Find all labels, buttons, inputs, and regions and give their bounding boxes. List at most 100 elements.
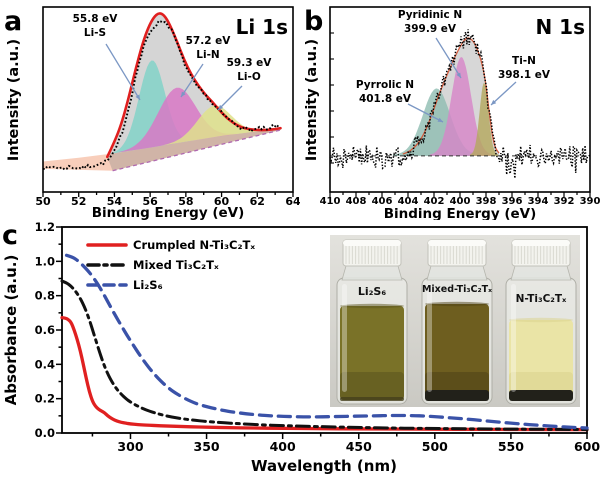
- peak-annotation-li-o: 59.3 eV Li-O: [227, 57, 273, 83]
- panel-b-xaxis-title: Binding Energy (eV): [384, 206, 537, 220]
- y-axis: 0.0 0.2 0.4 0.6 0.8 1.0 1.2: [35, 220, 62, 440]
- series-curve-1: [60, 315, 589, 432]
- fitted-peak-li-o: [160, 105, 269, 146]
- vial-2: Mixed-Ti₃C₂Tₓ: [421, 239, 493, 405]
- svg-text:58: 58: [178, 195, 193, 208]
- panel-c-letter: c: [2, 220, 18, 251]
- peak-annotation-li-s: 55.8 eV Li-S: [73, 13, 119, 39]
- panel-a-yaxis-title: Intensity (a.u.): [6, 39, 22, 161]
- svg-text:0.8: 0.8: [35, 289, 55, 303]
- svg-text:50: 50: [35, 195, 51, 208]
- svg-text:300: 300: [117, 439, 143, 454]
- vial-label: N-Ti₃C₂Tₓ: [516, 293, 567, 305]
- annotation-li-o-label: Li-O: [237, 71, 261, 83]
- raw-data-dots: [42, 19, 280, 171]
- x-axis: 50 52 54 56 58 60 62 64: [35, 192, 300, 208]
- peak-annotation-pyrrolic: Pyrrolic N 401.8 eV: [356, 79, 414, 105]
- series-curve-3: [64, 253, 589, 430]
- svg-text:550: 550: [498, 439, 524, 454]
- panel-c-xaxis-title: Wavelength (nm): [251, 457, 397, 475]
- panel-a-chart: 50 52 54 56 58 60 62 64 a Li 1s Binding Energy …: [4, 6, 300, 220]
- annotation-pyrrolic-ev: 401.8 eV: [359, 93, 412, 105]
- legend-label-1: Crumpled N-Ti₃C₂Tₓ: [133, 238, 255, 252]
- svg-text:396: 396: [502, 196, 523, 207]
- peak-annotation-ti-n: Ti-N 398.1 eV: [498, 55, 551, 81]
- svg-text:0.0: 0.0: [35, 426, 55, 440]
- svg-text:450: 450: [346, 439, 372, 454]
- baseline-curve: [112, 129, 281, 172]
- svg-text:404: 404: [398, 196, 419, 207]
- vial-label: Li₂S₆: [358, 285, 387, 298]
- svg-text:394: 394: [528, 196, 549, 207]
- annotation-arrows: [407, 37, 517, 123]
- vial-3: N-Ti₃C₂Tₓ: [505, 239, 577, 405]
- svg-text:52: 52: [71, 195, 86, 208]
- svg-text:410: 410: [320, 196, 341, 207]
- annotation-pyrrolic-label: Pyrrolic N: [356, 79, 414, 91]
- annotation-ti-n-label: Ti-N: [512, 55, 536, 67]
- panel-c-plot-area: 300 350 400 450 500 550 600 0.0 0.2 0.4 0.6 0.8 1.0 1…: [35, 220, 600, 454]
- panel-b-plot-area: 410 408 406 404 402 400 398 396 394 392 390: [320, 6, 600, 207]
- series-curve-2: [60, 279, 589, 432]
- svg-text:600: 600: [574, 439, 600, 454]
- svg-text:0.6: 0.6: [35, 323, 55, 337]
- svg-text:392: 392: [554, 196, 575, 207]
- svg-text:1.0: 1.0: [35, 254, 55, 268]
- annotation-li-n-label: Li-N: [196, 49, 219, 61]
- svg-text:398: 398: [476, 196, 497, 207]
- panel-b-title: N 1s: [535, 15, 585, 39]
- svg-text:1.2: 1.2: [35, 220, 55, 234]
- panel-c-chart: 300 350 400 450 500 550 600 0.0 0.2 0.4 0.6 0.8 1.0 1…: [2, 220, 600, 475]
- panel-b-letter: b: [304, 6, 323, 37]
- x-axis: 300 350 400 450 500 550 600: [91, 433, 600, 454]
- panel-b-yaxis-title: Intensity (a.u.): [304, 39, 320, 161]
- annotation-pyridinic-label: Pyridinic N: [398, 9, 462, 21]
- svg-text:390: 390: [580, 196, 600, 207]
- annotation-arrows: [105, 43, 243, 111]
- peak-annotation-li-n: 57.2 eV Li-N: [186, 35, 232, 61]
- svg-text:0.4: 0.4: [35, 357, 55, 371]
- svg-text:400: 400: [450, 196, 471, 207]
- svg-text:408: 408: [346, 196, 367, 207]
- annotation-ti-n-ev: 398.1 eV: [498, 69, 551, 81]
- vial-1: Li₂S₆: [336, 239, 408, 405]
- fitted-peak-ti-n: [469, 82, 499, 156]
- vial-cap: [511, 239, 571, 267]
- annotation-li-n-ev: 57.2 eV: [186, 35, 232, 47]
- peak-annotation-pyridinic: Pyridinic N 399.9 eV: [398, 9, 462, 35]
- x-axis: 410 408 406 404 402 400 398 396 394 392 390: [320, 192, 600, 207]
- svg-text:64: 64: [285, 195, 300, 208]
- panel-a-title: Li 1s: [236, 15, 288, 39]
- svg-text:350: 350: [194, 439, 220, 454]
- vial-cap: [427, 239, 487, 267]
- vial-photo-inset: Li₂S₆ Mixed-Ti₃C₂Tₓ N-Ti₃C₂Tₓ: [330, 235, 580, 407]
- vial-cap: [342, 239, 402, 267]
- svg-text:62: 62: [250, 195, 265, 208]
- annotation-li-s-label: Li-S: [84, 27, 106, 39]
- fitted-peak-pyridinic-n: [430, 57, 493, 156]
- svg-text:56: 56: [142, 195, 158, 208]
- svg-text:406: 406: [372, 196, 393, 207]
- legend-label-2: Mixed Ti₃C₂Tₓ: [133, 258, 219, 272]
- svg-text:500: 500: [422, 439, 448, 454]
- svg-text:54: 54: [107, 195, 123, 208]
- panel-a-xaxis-title: Binding Energy (eV): [92, 205, 245, 220]
- legend: Crumpled N-Ti₃C₂Tₓ Mixed Ti₃C₂Tₓ Li₂S₆: [86, 238, 255, 292]
- svg-text:400: 400: [270, 439, 296, 454]
- panel-a-plot-area: 50 52 54 56 58 60 62 64: [35, 6, 300, 208]
- svg-text:0.2: 0.2: [35, 392, 55, 406]
- annotation-li-o-ev: 59.3 eV: [227, 57, 273, 69]
- annotation-pyridinic-ev: 399.9 eV: [404, 23, 457, 35]
- background-fill: [43, 128, 281, 171]
- raw-data-dots: [329, 29, 591, 179]
- panel-c-yaxis-title: Absorbance (a.u.): [2, 255, 20, 406]
- annotation-li-s-ev: 55.8 eV: [73, 13, 119, 25]
- panel-a-letter: a: [4, 6, 22, 37]
- legend-label-3: Li₂S₆: [133, 278, 163, 292]
- svg-text:402: 402: [424, 196, 445, 207]
- vial-label: Mixed-Ti₃C₂Tₓ: [422, 284, 492, 295]
- panel-b-chart: 410 408 406 404 402 400 398 396 394 392 390 b N 1s…: [304, 6, 600, 220]
- envelope-curve: [402, 37, 500, 155]
- envelope-curve: [105, 12, 282, 159]
